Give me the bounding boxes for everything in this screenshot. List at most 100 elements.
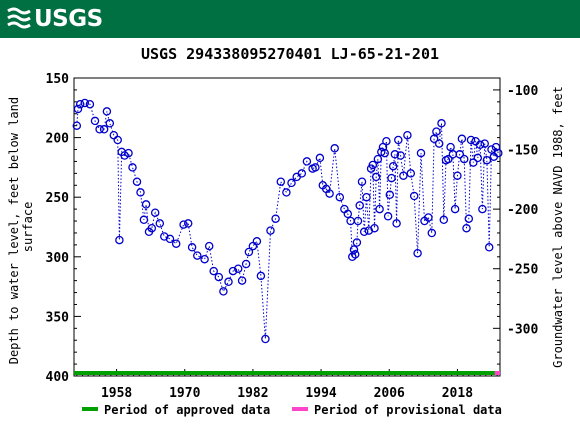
data-point bbox=[371, 172, 381, 182]
data-point bbox=[102, 107, 112, 116]
data-point bbox=[392, 219, 401, 228]
y-left-tick-label: 200 bbox=[46, 132, 70, 147]
data-point bbox=[444, 154, 453, 164]
data-point bbox=[271, 214, 280, 223]
data-point bbox=[473, 153, 483, 163]
data-point bbox=[352, 238, 362, 247]
usgs-wave-icon bbox=[7, 7, 31, 29]
usgs-header-banner: USGS bbox=[0, 0, 580, 38]
data-point bbox=[387, 173, 396, 183]
data-point bbox=[373, 154, 383, 164]
data-point bbox=[357, 177, 367, 186]
legend-label: Period of approved data bbox=[104, 403, 270, 417]
data-point bbox=[241, 259, 251, 269]
y-right-tick-label: -150 bbox=[507, 144, 538, 159]
data-point bbox=[350, 250, 360, 259]
y-right-tick-label: -200 bbox=[507, 203, 538, 218]
x-tick-label: 1982 bbox=[237, 386, 268, 401]
data-point bbox=[179, 220, 188, 229]
data-point bbox=[311, 163, 320, 172]
data-point bbox=[396, 151, 405, 160]
y-left-tick-label: 150 bbox=[46, 72, 70, 87]
y-right-tick-label: -100 bbox=[507, 84, 538, 99]
data-point bbox=[469, 158, 478, 167]
data-point bbox=[353, 216, 363, 226]
data-point bbox=[244, 247, 254, 257]
legend-swatch bbox=[82, 407, 98, 411]
data-point bbox=[95, 125, 104, 134]
data-point bbox=[482, 155, 492, 165]
data-point bbox=[248, 241, 258, 251]
chart-title: USGS 294338095270401 LJ-65-21-201 bbox=[141, 45, 439, 63]
data-point bbox=[282, 188, 291, 197]
data-point bbox=[439, 215, 449, 225]
data-point bbox=[416, 148, 426, 158]
data-point bbox=[187, 243, 197, 252]
data-point bbox=[335, 192, 345, 202]
data-point bbox=[72, 121, 82, 130]
data-point bbox=[73, 104, 83, 114]
y-left-tick-label: 350 bbox=[46, 310, 70, 325]
data-point bbox=[455, 150, 464, 159]
data-point bbox=[297, 169, 307, 178]
x-tick-label: 1970 bbox=[169, 386, 200, 401]
data-point bbox=[448, 150, 458, 159]
data-point bbox=[325, 189, 334, 198]
data-point bbox=[136, 188, 145, 197]
x-tick-label: 2006 bbox=[374, 386, 405, 401]
data-point bbox=[394, 135, 403, 145]
data-point bbox=[375, 204, 384, 214]
data-point bbox=[200, 254, 209, 264]
data-point bbox=[466, 135, 476, 145]
usgs-logo[interactable]: USGS bbox=[6, 5, 103, 33]
data-point bbox=[105, 119, 115, 128]
data-point bbox=[115, 235, 124, 245]
data-point bbox=[150, 208, 160, 217]
data-point bbox=[459, 154, 469, 164]
data-point bbox=[359, 227, 369, 237]
data-point bbox=[487, 145, 496, 154]
y-left-tick-label: 300 bbox=[46, 251, 70, 266]
data-point bbox=[434, 139, 444, 148]
data-point bbox=[390, 150, 400, 159]
data-point bbox=[165, 234, 175, 244]
data-point bbox=[413, 248, 422, 258]
period-bar bbox=[494, 371, 500, 375]
x-tick-label: 1994 bbox=[305, 386, 336, 401]
data-point bbox=[380, 148, 389, 158]
period-bar bbox=[74, 371, 495, 375]
data-point bbox=[128, 163, 137, 172]
data-point bbox=[462, 223, 471, 233]
data-point bbox=[406, 169, 416, 178]
data-point bbox=[302, 157, 312, 166]
data-point bbox=[183, 219, 193, 228]
data-point bbox=[147, 223, 157, 233]
data-point bbox=[155, 219, 165, 228]
data-point bbox=[484, 243, 494, 252]
data-point bbox=[80, 98, 90, 108]
legend-swatch bbox=[292, 407, 308, 411]
y-axis-left-label-line-2: surface bbox=[21, 202, 35, 253]
data-point bbox=[233, 264, 243, 273]
data-point bbox=[330, 144, 339, 153]
data-point bbox=[475, 140, 485, 150]
data-point bbox=[124, 148, 133, 158]
data-point bbox=[219, 287, 228, 296]
y-axis-left-label-line-1: Depth to water level, feet below land bbox=[7, 97, 21, 364]
data-point bbox=[256, 271, 266, 281]
data-point bbox=[450, 204, 460, 214]
y-axis-left: 150 200 250 300 350 400 bbox=[46, 72, 81, 385]
data-point bbox=[427, 228, 437, 238]
data-point bbox=[383, 212, 393, 221]
legend-label: Period of provisional data bbox=[314, 403, 502, 417]
data-point bbox=[382, 136, 391, 146]
y-axis-left-label: Depth to water level, feet below land su… bbox=[7, 90, 35, 365]
usgs-logo-text: USGS bbox=[34, 6, 103, 32]
data-point bbox=[399, 171, 408, 180]
data-point bbox=[266, 226, 275, 235]
y-left-tick-label: 400 bbox=[46, 370, 70, 385]
x-tick-label: 2018 bbox=[442, 386, 473, 401]
data-point bbox=[494, 148, 503, 158]
data-point bbox=[349, 245, 359, 254]
y-axis-right-label: Groundwater level above NAVD 1988, feet bbox=[551, 86, 565, 368]
